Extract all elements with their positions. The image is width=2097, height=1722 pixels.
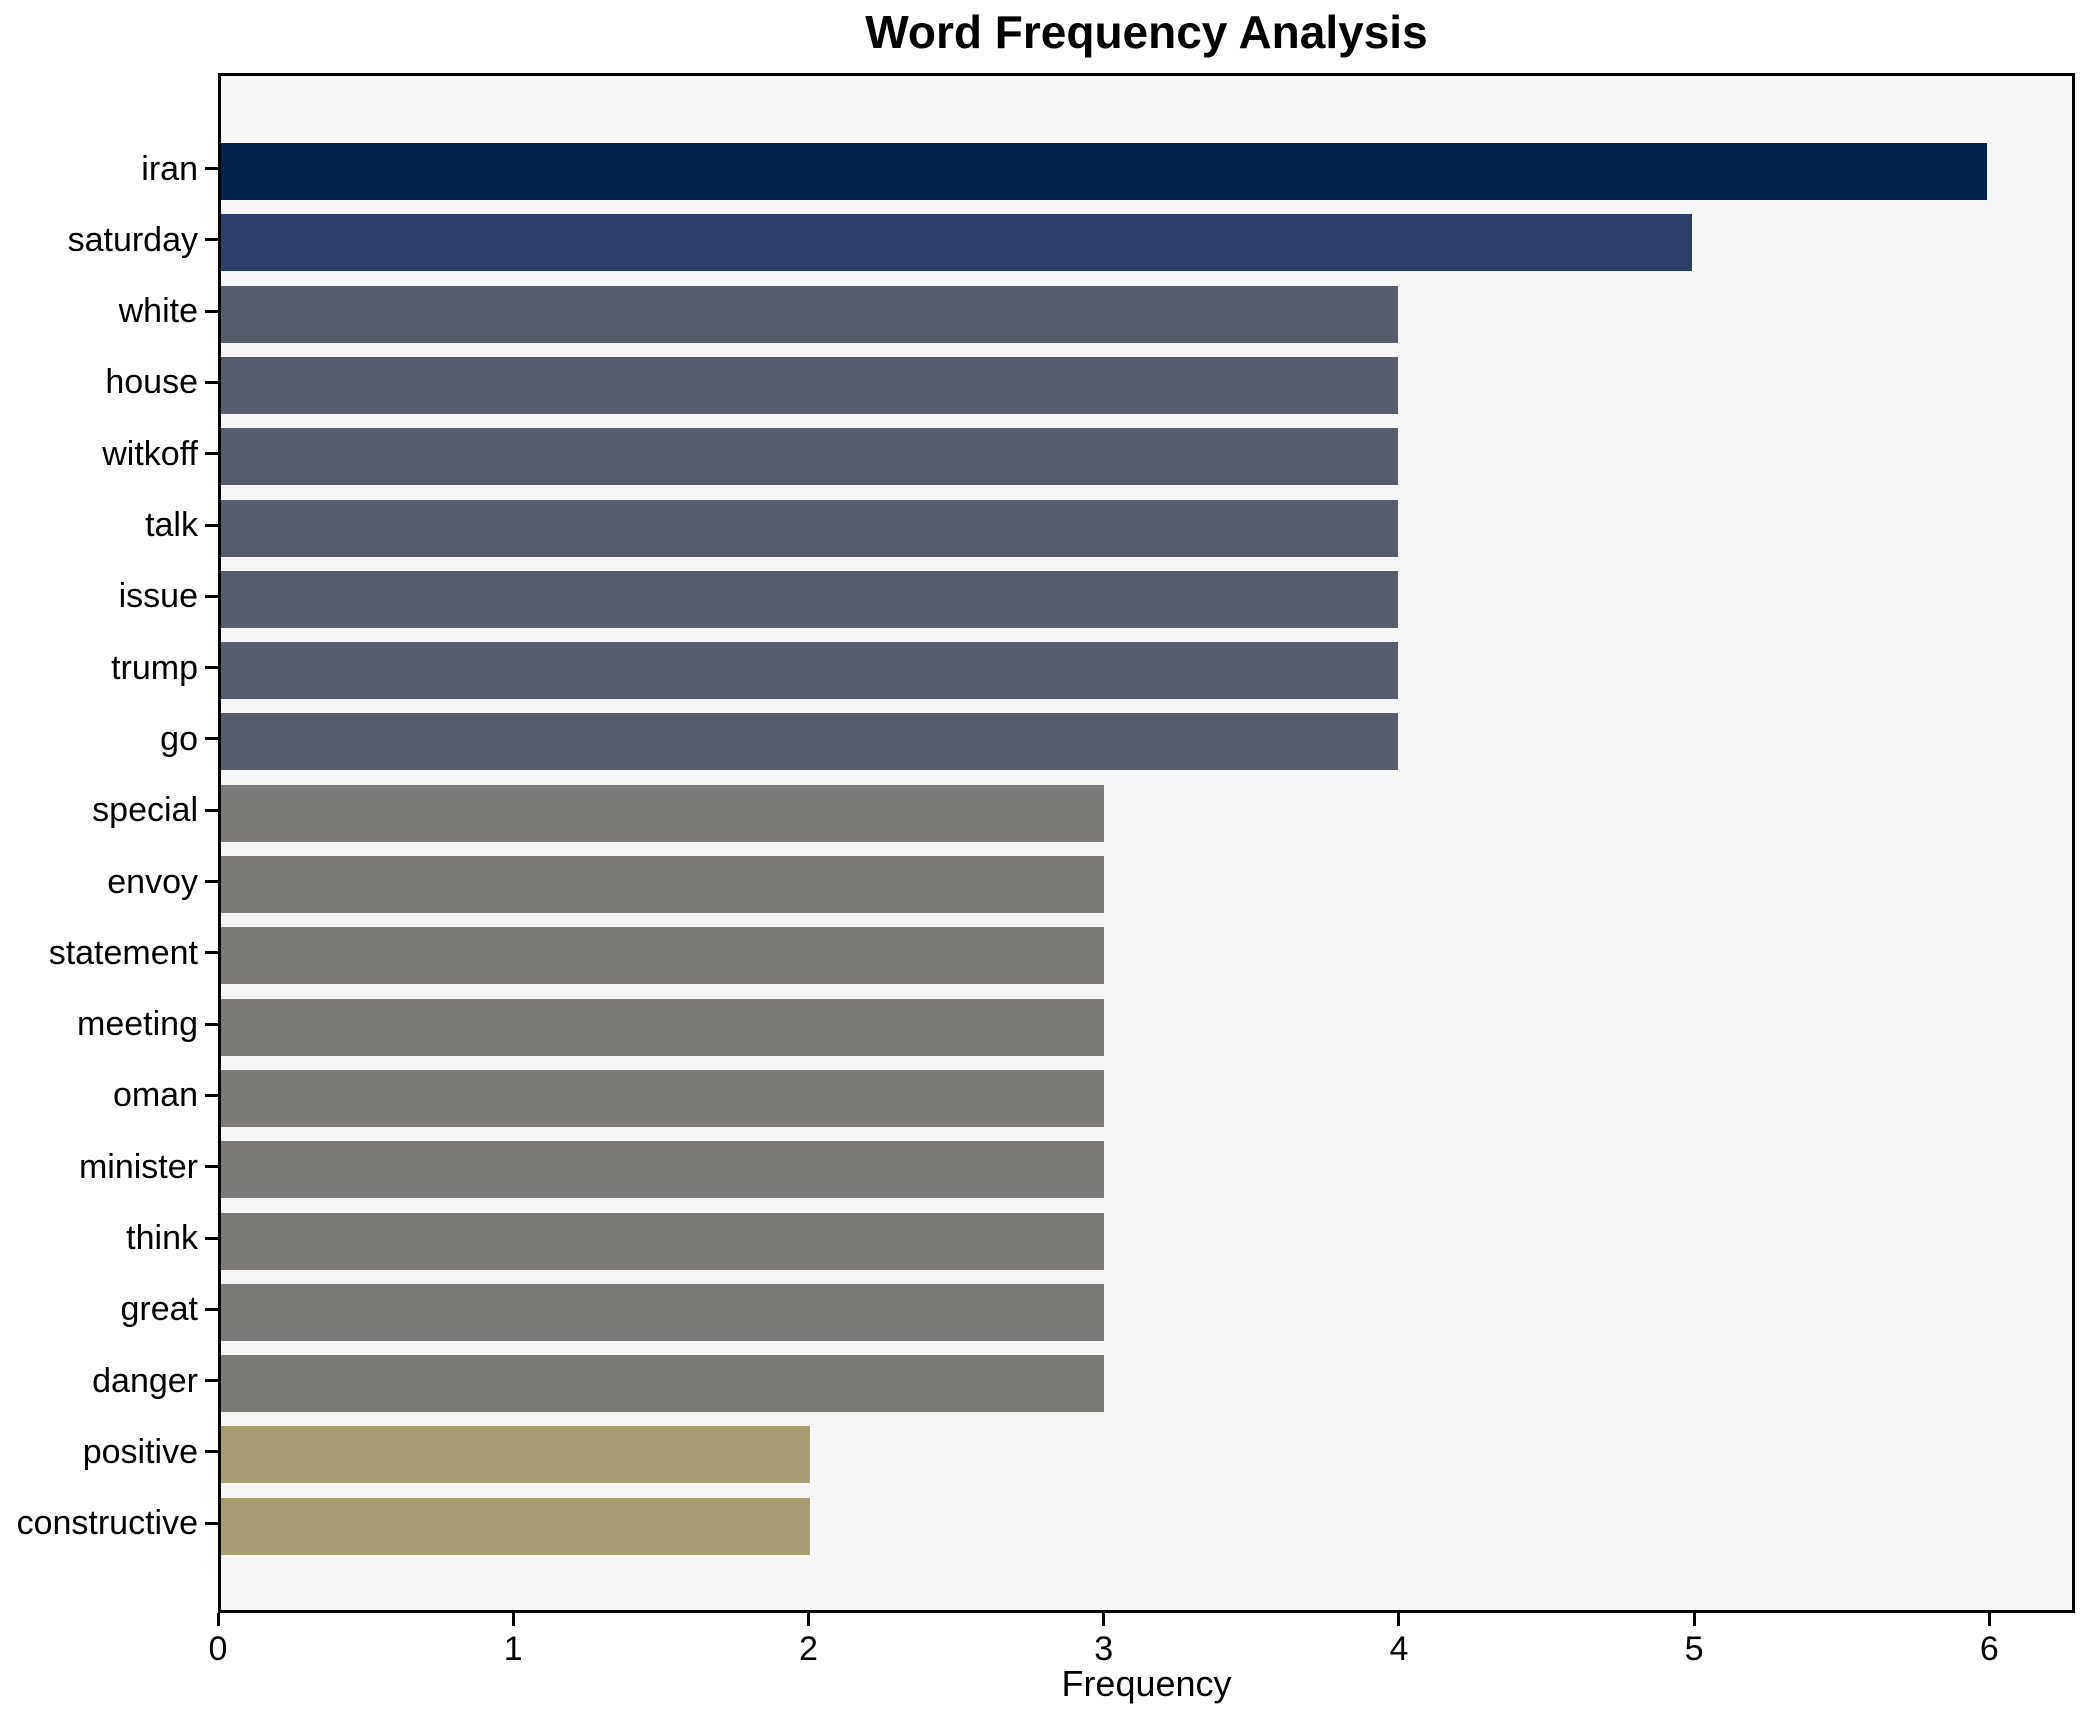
bar-envoy [221,856,1104,913]
y-tick-label-white: white [118,292,198,331]
x-tickmark-1 [511,1613,515,1626]
y-tick-label-positive: positive [82,1432,198,1471]
y-tick-label-oman: oman [112,1076,198,1115]
y-tick-label-great: great [120,1290,199,1329]
x-tickmark-3 [1102,1613,1106,1626]
y-tickmark-special [205,808,218,812]
bar-oman [221,1069,1104,1127]
x-tick-label-6: 6 [1979,1630,1999,1668]
y-tickmark-oman [205,1093,218,1097]
bar-trump [221,642,1399,700]
x-tick-label-3: 3 [1094,1630,1114,1668]
y-tick-label-statement: statement [48,933,198,972]
x-axis-label: Frequency [1061,1663,1232,1704]
bar-iran [221,143,1987,200]
y-tickmark-trump [205,666,218,670]
y-tick-label-house: house [105,363,198,402]
y-tickmark-constructive [205,1521,218,1525]
y-tick-label-envoy: envoy [107,862,198,901]
bar-danger [221,1355,1104,1413]
y-tickmark-house [205,380,218,384]
x-tickmark-0 [216,1613,220,1626]
x-tickmark-5 [1692,1613,1696,1626]
bar-minister [221,1141,1104,1199]
bar-positive [221,1426,810,1484]
y-tickmark-witkoff [205,452,218,456]
y-tick-label-talk: talk [145,506,198,544]
x-tick-label-5: 5 [1684,1630,1704,1668]
bar-issue [221,570,1399,628]
y-tick-label-think: think [126,1219,198,1257]
bar-saturday [221,214,1693,272]
bar-witkoff [221,428,1399,486]
x-tickmark-4 [1397,1613,1401,1626]
bar-talk [221,499,1399,557]
bar-constructive [221,1497,810,1555]
y-tick-label-meeting: meeting [77,1005,198,1044]
bar-great [221,1283,1104,1341]
y-tickmark-danger [205,1379,218,1383]
y-tickmark-minister [205,1165,218,1169]
y-tickmark-saturday [205,238,218,242]
x-tick-label-2: 2 [798,1630,818,1668]
bar-white [221,285,1399,343]
bar-statement [221,927,1104,985]
x-tick-label-0: 0 [208,1630,228,1668]
y-tickmark-great [205,1307,218,1311]
y-axis-tickmarks [205,73,218,1613]
y-tickmark-white [205,309,218,313]
chart-title: Word Frequency Analysis [865,6,1428,58]
x-axis: 0 1 2 3 4 5 6 [209,1613,2075,1722]
bar-house [221,356,1399,414]
plot-area [218,73,2075,1613]
y-tick-label-witkoff: witkoff [102,434,198,473]
bar-special [221,784,1104,842]
y-tick-label-trump: trump [111,648,198,687]
x-tickmark-2 [806,1613,810,1626]
bar-meeting [221,998,1104,1056]
y-axis-labels: iran saturday white house witkoff talk issue tr… [0,73,198,1613]
y-tickmark-meeting [205,1022,218,1026]
x-tick-label-4: 4 [1389,1630,1409,1668]
y-tick-label-constructive: constructive [16,1504,198,1543]
y-tickmark-think [205,1236,218,1240]
y-tick-label-minister: minister [78,1147,198,1186]
y-tickmark-statement [205,951,218,955]
bar-think [221,1212,1104,1270]
y-tickmark-issue [205,594,218,598]
x-tick-label-1: 1 [503,1630,523,1668]
y-tick-label-saturday: saturday [67,220,198,259]
y-tickmark-talk [205,523,218,527]
y-tickmark-positive [205,1450,218,1454]
y-tickmark-envoy [205,880,218,883]
y-tickmark-go [205,737,218,741]
y-tick-label-iran: iran [141,149,198,188]
y-tickmark-iran [205,167,218,170]
x-tickmark-6 [1987,1613,1991,1626]
bar-go [221,713,1399,771]
y-tick-label-special: special [92,791,198,830]
y-tick-label-go: go [160,719,198,758]
y-tick-label-danger: danger [92,1361,198,1400]
y-tick-label-issue: issue [118,577,198,616]
